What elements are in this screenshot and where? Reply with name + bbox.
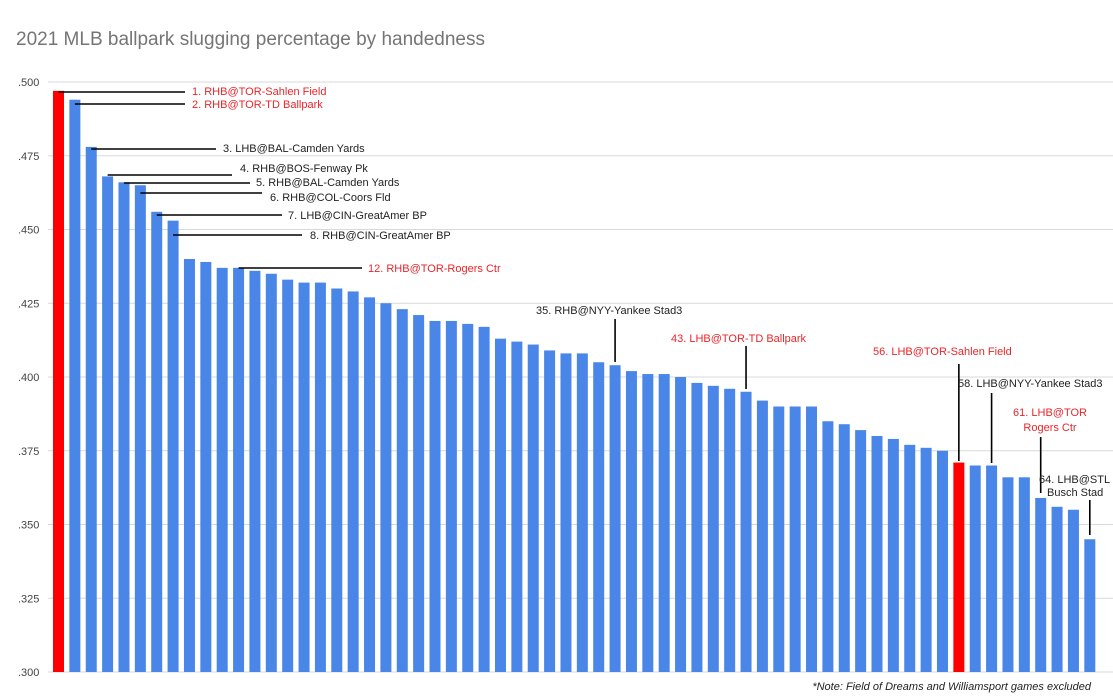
y-axis-ticks: .300 .325 .350 .375 .400 .425 .450 .475 .500 — [18, 77, 39, 679]
y-tick-label: .375 — [18, 446, 39, 458]
bar-rank-35 — [609, 365, 621, 672]
annotation-label-35: 35. RHB@NYY-Yankee Stad3 — [536, 305, 682, 317]
bar-rank-43 — [740, 391, 752, 672]
bar-rank-27 — [478, 326, 490, 672]
bar-rank-62 — [1051, 506, 1063, 672]
bar-rank-8 — [167, 220, 179, 672]
bar-rank-58 — [986, 465, 998, 672]
bar-rank-24 — [429, 320, 441, 672]
bar-rank-54 — [920, 447, 932, 672]
bar-rank-7 — [151, 211, 163, 673]
annotation-label-1: 1. RHB@TOR-Sahlen Field — [192, 86, 326, 98]
bar-rank-12 — [233, 267, 245, 672]
bar-rank-16 — [298, 282, 310, 672]
bar-rank-56 — [953, 462, 965, 672]
annotation-label-43: 43. LHB@TOR-TD Ballpark — [671, 333, 807, 345]
bar-rank-45 — [773, 406, 785, 672]
bars — [53, 90, 1096, 673]
bar-rank-39 — [675, 377, 687, 672]
y-tick-label: .325 — [18, 593, 39, 605]
bar-rank-33 — [576, 353, 588, 672]
annotation-label-3: 3. LHB@BAL-Camden Yards — [223, 143, 365, 155]
bar-rank-34 — [593, 362, 605, 672]
bar-rank-51 — [871, 436, 883, 672]
bar-rank-38 — [658, 374, 670, 672]
bar-rank-5 — [118, 182, 130, 673]
footnote: *Note: Field of Dreams and Williamsport … — [812, 681, 1091, 693]
y-tick-label: .475 — [18, 151, 39, 163]
y-tick-label: .500 — [18, 77, 39, 89]
bar-rank-13 — [249, 270, 261, 672]
bar-rank-59 — [1002, 477, 1014, 672]
bar-rank-32 — [560, 353, 572, 672]
y-tick-label: .300 — [18, 667, 39, 679]
y-tick-label: .450 — [18, 225, 39, 237]
y-tick-label: .350 — [18, 520, 39, 532]
annotation-label-56: 56. LHB@TOR-Sahlen Field — [873, 346, 1012, 358]
bar-rank-10 — [200, 261, 212, 672]
bar-rank-40 — [691, 382, 703, 672]
annotation-label-6: 6. RHB@COL-Coors Fld — [270, 192, 391, 204]
bar-rank-47 — [806, 406, 818, 672]
annotation-label-4: 4. RHB@BOS-Fenway Pk — [240, 163, 368, 175]
bar-rank-46 — [789, 406, 801, 672]
bar-rank-20 — [364, 297, 376, 672]
bar-rank-50 — [855, 430, 867, 672]
annotation-label-58: 58. LHB@NYY-Yankee Stad3 — [958, 378, 1102, 390]
bar-rank-52 — [887, 438, 899, 672]
bar-rank-63 — [1067, 509, 1079, 672]
y-tick-label: .400 — [18, 372, 39, 384]
bar-rank-44 — [756, 400, 768, 672]
bar-rank-61 — [1035, 497, 1047, 672]
bar-rank-15 — [282, 279, 294, 672]
annotation-label-12: 12. RHB@TOR-Rogers Ctr — [368, 263, 501, 275]
y-tick-label: .425 — [18, 298, 39, 310]
bar-rank-23 — [413, 315, 425, 672]
bar-rank-31 — [544, 350, 556, 672]
bar-rank-22 — [396, 309, 408, 672]
bar-rank-2 — [69, 99, 81, 672]
bar-rank-21 — [380, 303, 392, 672]
annotation-label-64-line2: Busch Stad — [1047, 487, 1103, 499]
annotation-label-8: 8. RHB@CIN-GreatAmer BP — [310, 230, 451, 242]
bar-rank-11 — [216, 267, 228, 672]
bar-rank-3 — [85, 146, 97, 672]
bar-rank-48 — [822, 421, 834, 672]
bar-rank-57 — [969, 465, 981, 672]
annotation-label-61: 61. LHB@TOR — [1013, 407, 1087, 419]
bar-rank-42 — [724, 388, 736, 672]
bar-rank-37 — [642, 374, 654, 672]
bar-rank-14 — [265, 273, 277, 672]
annotation-label-64: 64. LHB@STL — [1039, 474, 1110, 486]
bar-rank-4 — [102, 176, 114, 672]
chart-title: 2021 MLB ballpark slugging percentage by… — [16, 29, 485, 50]
bar-rank-60 — [1018, 477, 1030, 672]
bar-rank-1 — [53, 90, 64, 673]
bar-rank-17 — [314, 282, 326, 672]
bar-rank-9 — [183, 259, 195, 672]
bar-rank-29 — [511, 341, 523, 672]
bar-rank-25 — [445, 320, 457, 672]
annotation-label-61-line2: Rogers Ctr — [1023, 422, 1077, 434]
bar-rank-53 — [904, 444, 916, 672]
bar-rank-64 — [1084, 539, 1096, 672]
bar-rank-6 — [134, 185, 146, 672]
annotation-label-5: 5. RHB@BAL-Camden Yards — [256, 177, 400, 189]
bar-rank-26 — [462, 323, 474, 672]
bar-rank-36 — [625, 371, 637, 672]
bar-rank-19 — [347, 291, 359, 672]
bar-rank-30 — [527, 344, 539, 672]
bar-rank-55 — [936, 450, 948, 672]
bar-rank-49 — [838, 424, 850, 672]
annotation-label-2: 2. RHB@TOR-TD Ballpark — [192, 99, 323, 111]
bar-rank-41 — [707, 385, 719, 672]
bar-rank-28 — [494, 338, 506, 672]
bar-rank-18 — [331, 288, 343, 672]
annotation-label-7: 7. LHB@CIN-GreatAmer BP — [288, 210, 427, 222]
